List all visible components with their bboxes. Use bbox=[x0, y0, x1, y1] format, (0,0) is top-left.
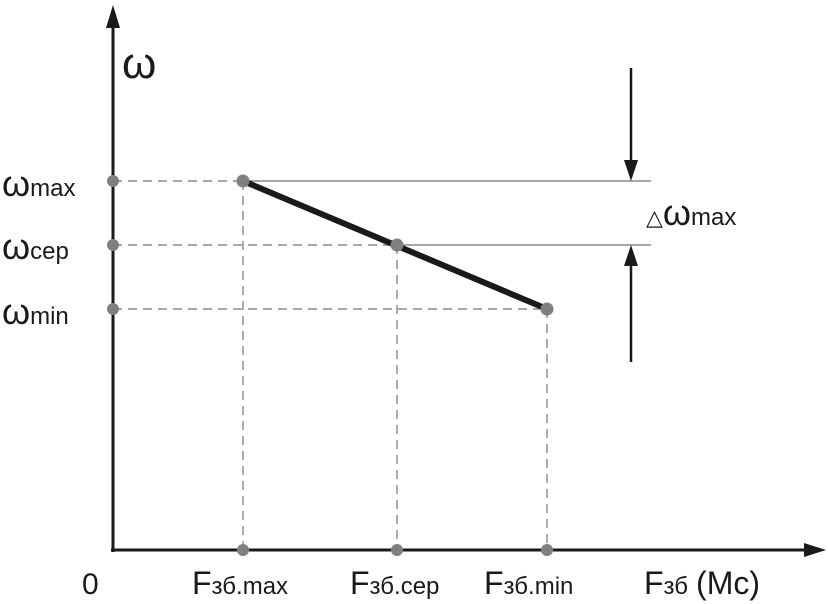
point-line-min bbox=[540, 302, 554, 316]
point-y-max bbox=[107, 175, 119, 187]
x-axis-label: Fзб (Mc) bbox=[644, 565, 760, 601]
label-f-cep: Fзб.сер bbox=[350, 565, 439, 601]
points bbox=[107, 174, 554, 556]
point-x-cep bbox=[391, 544, 403, 556]
delta-dimension bbox=[624, 68, 638, 362]
axes bbox=[106, 5, 826, 557]
point-y-min bbox=[107, 303, 119, 315]
point-x-max bbox=[237, 544, 249, 556]
label-omega-max: ωmax bbox=[2, 163, 75, 204]
y-axis-arrowhead bbox=[106, 5, 120, 28]
point-line-max bbox=[236, 174, 250, 188]
y-axis-label: ω bbox=[122, 39, 156, 88]
label-omega-cep: ωcep bbox=[2, 226, 69, 267]
delta-lower-arrowhead bbox=[624, 245, 638, 266]
projection-lines bbox=[113, 180, 548, 550]
delta-guides bbox=[243, 180, 651, 246]
label-f-max: Fзб.max bbox=[192, 565, 288, 601]
label-f-min: Fзб.min bbox=[484, 565, 573, 601]
label-omega-min: ωmin bbox=[2, 291, 69, 332]
point-line-cep bbox=[390, 238, 404, 252]
delta-upper-arrowhead bbox=[624, 160, 638, 181]
point-y-cep bbox=[107, 239, 119, 251]
point-x-min bbox=[541, 544, 553, 556]
delta-omega-max-label: △ωmax bbox=[646, 192, 736, 233]
origin-label: 0 bbox=[82, 568, 99, 601]
x-axis-arrowhead bbox=[804, 543, 826, 557]
